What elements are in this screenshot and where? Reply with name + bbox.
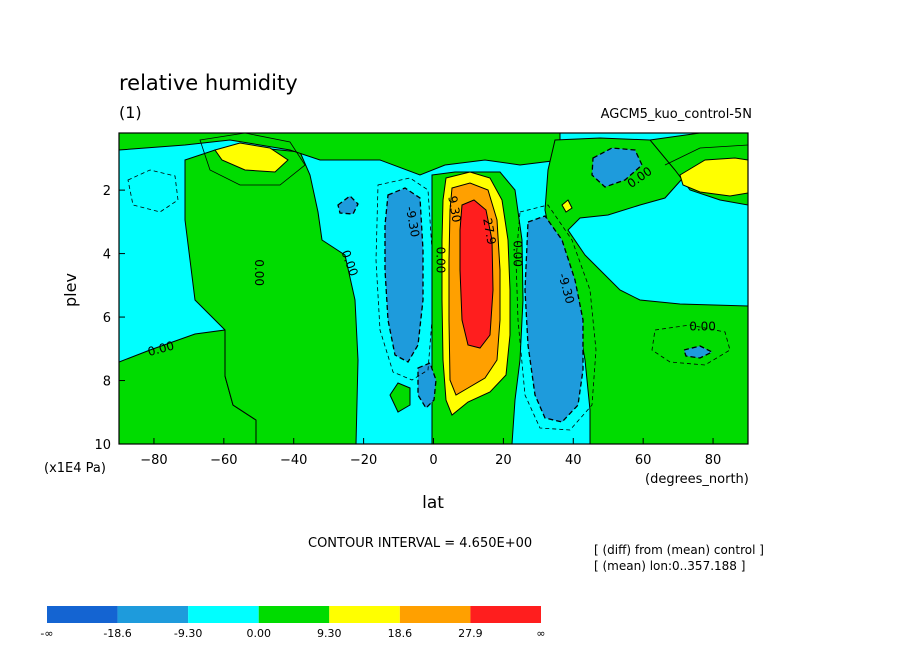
contour-label: 0.00	[146, 339, 175, 359]
contour-plot-area	[119, 133, 748, 444]
contour-fill-yellow-blob-sw	[214, 142, 289, 173]
contour-label: 0.00	[689, 320, 716, 334]
legend-swatch	[117, 606, 189, 623]
legend-swatch	[188, 606, 259, 623]
experiment-label: AGCM5_kuo_control-5N	[601, 107, 752, 122]
legend-swatch	[470, 606, 541, 623]
contour-fill-dark-blue-b	[524, 215, 584, 423]
contour-fill-dark-blue-d	[337, 195, 359, 215]
legend-label: -9.30	[174, 627, 202, 640]
mean-note: [ (mean) lon:0..357.188 ]	[594, 559, 745, 573]
contour-fill-dark-blue-f	[683, 345, 714, 359]
y-tick-label: 8	[103, 375, 111, 390]
y-tick-label: 2	[103, 184, 111, 199]
contour-fill-red-core	[459, 199, 494, 349]
contour-label: 9.30	[445, 195, 463, 224]
contour-line-solid-1	[199, 133, 306, 186]
contour-fill-yellow-blob-small	[561, 199, 573, 213]
legend-label: 18.6	[388, 627, 413, 640]
contour-fill-green-blob	[389, 382, 411, 413]
contour-label: 27.9	[480, 217, 498, 246]
contour-label: 0.00	[510, 240, 524, 267]
x-axis-unit: (degrees_north)	[645, 472, 749, 487]
legend-label: -∞	[40, 627, 53, 640]
contour-line-solid-2	[664, 144, 748, 166]
x-axis-label: lat	[422, 493, 444, 513]
y-axis-label: plev	[61, 273, 80, 307]
contour-label: -9.30	[403, 205, 422, 238]
chart-title: relative humidity	[119, 71, 298, 95]
legend-swatch	[399, 606, 471, 623]
y-axis: 2 4 6 8 10	[94, 184, 125, 453]
x-axis: −80 −60 −40 −20 0 20 40 60 80	[140, 438, 721, 468]
y-tick-label: 4	[103, 248, 111, 263]
x-tick-label: −80	[140, 453, 167, 468]
y-tick-label: 6	[103, 311, 111, 326]
legend-swatch	[258, 606, 330, 623]
contour-line-dashed-4	[127, 169, 179, 213]
legend-label: ∞	[536, 627, 545, 640]
legend-label: 27.9	[458, 627, 483, 640]
legend-swatch	[47, 606, 118, 623]
legend-label: 9.30	[317, 627, 342, 640]
y-tick-label: 10	[94, 438, 111, 453]
legend-label: -18.6	[103, 627, 131, 640]
contour-line-dashed-2	[515, 204, 597, 431]
contour-fill-dark-blue-e	[417, 362, 437, 410]
x-tick-label: −60	[210, 453, 237, 468]
color-legend: -∞ -18.6 -9.30 0.00 9.30 18.6 27.9 ∞	[40, 606, 546, 640]
y-axis-unit: (x1E4 Pa)	[44, 461, 106, 476]
diff-note: [ (diff) from (mean) control ]	[594, 543, 764, 557]
x-tick-label: −40	[280, 453, 307, 468]
contour-fill-dark-blue-a	[384, 187, 424, 363]
contour-fill-dark-blue-c	[591, 147, 643, 188]
contour-interval-note: CONTOUR INTERVAL = 4.650E+00	[308, 536, 532, 551]
contour-line-dashed-1	[375, 177, 433, 381]
x-tick-label: 60	[635, 453, 652, 468]
x-tick-label: −20	[350, 453, 377, 468]
panel-label: (1)	[119, 103, 142, 122]
contour-label: 0.00	[252, 259, 266, 286]
contour-fill-yellow-blob-ne	[679, 157, 748, 197]
x-tick-label: 0	[429, 453, 437, 468]
contour-label: 0.00	[433, 247, 447, 274]
legend-label: 0.00	[246, 627, 271, 640]
contour-fill-green-south-upper	[184, 147, 359, 444]
x-tick-label: 80	[705, 453, 722, 468]
x-tick-label: 40	[565, 453, 582, 468]
legend-swatch	[329, 606, 400, 623]
x-tick-label: 20	[495, 453, 512, 468]
